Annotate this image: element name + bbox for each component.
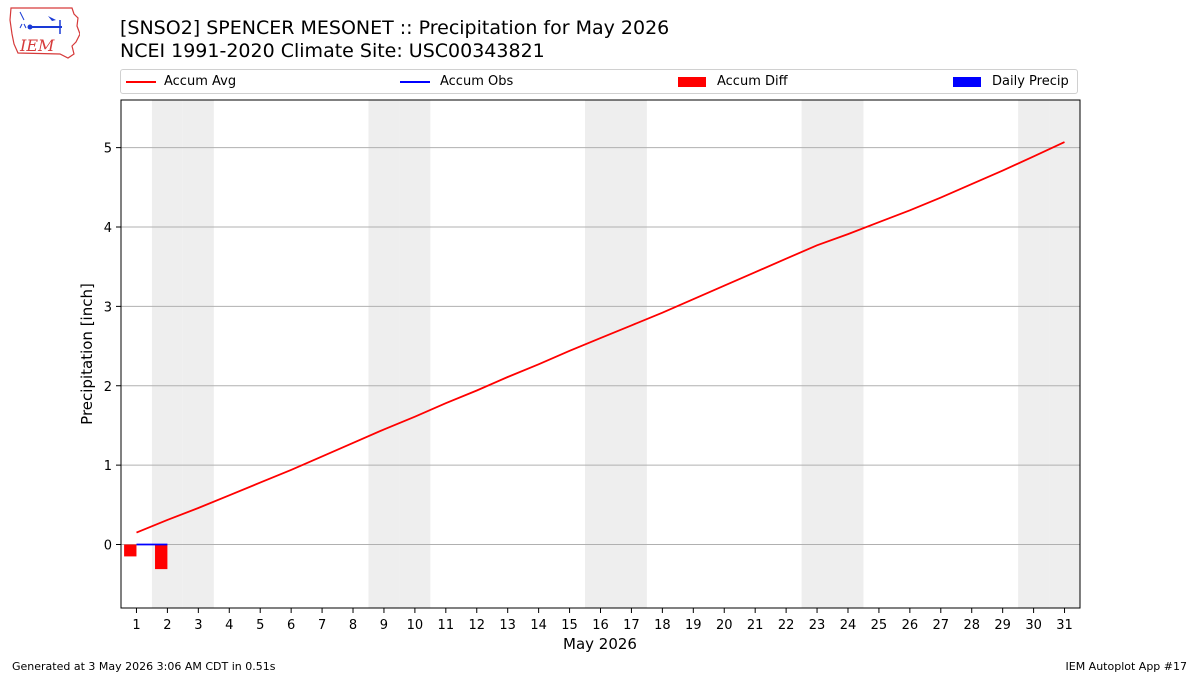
legend-label-daily-precip: Daily Precip [992,74,1069,89]
y-axis-label: Precipitation [inch] [78,283,96,425]
x-tick-label-30: 30 [1025,618,1042,633]
x-tick-label-31: 31 [1056,618,1073,633]
x-tick-label-5: 5 [256,618,264,633]
x-tick-label-10: 10 [407,618,424,633]
weekend-band-30 [1018,100,1050,608]
x-tick-label-1: 1 [132,618,140,633]
legend-label-accum-avg: Accum Avg [164,74,237,89]
legend-swatch-daily-precip [953,77,981,87]
y-tick-label-3: 3 [104,300,112,315]
x-axis-label: May 2026 [563,635,637,653]
x-tick-label-13: 13 [499,618,516,633]
x-tick-label-28: 28 [963,618,980,633]
accum-diff-bar-2 [155,544,168,570]
weekend-band-24 [832,100,864,608]
x-tick-label-15: 15 [561,618,578,633]
x-tick-label-16: 16 [592,618,609,633]
chart-subtitle: NCEI 1991-2020 Climate Site: USC00343821 [120,40,545,62]
weekend-band-3 [182,100,214,608]
x-tick-label-27: 27 [933,618,950,633]
y-tick-label-4: 4 [104,221,112,236]
footer-generated: Generated at 3 May 2026 3:06 AM CDT in 0… [12,660,276,673]
chart-legend: Accum Avg Accum Obs Accum Diff Daily Pre… [120,69,1078,94]
x-tick-label-25: 25 [871,618,888,633]
x-tick-label-4: 4 [225,618,233,633]
legend-swatch-accum-diff [678,77,706,87]
x-tick-label-26: 26 [902,618,919,633]
accum-avg-line [136,141,1065,534]
weekend-band-23 [801,100,833,608]
iem-logo: IEM [9,7,80,59]
weekend-band-2 [151,100,183,608]
x-tick-label-23: 23 [809,618,826,633]
logo-vane [48,16,56,21]
x-tick-label-3: 3 [194,618,202,633]
iowa-outline [9,7,80,59]
x-tick-label-24: 24 [840,618,857,633]
weekend-band-16 [585,100,616,608]
y-tick-label-2: 2 [104,380,112,395]
x-tick-label-12: 12 [468,618,485,633]
x-tick-label-14: 14 [530,618,547,633]
footer-app: IEM Autoplot App #17 [1065,660,1188,673]
x-axis: 1 2 3 4 5 6 7 8 9 10 11 12 13 14 15 16 17 18 19 20 21 22 23 24 2… [132,608,1073,633]
x-tick-label-20: 20 [716,618,733,633]
y-tick-label-0: 0 [104,539,112,554]
logo-arrows [19,11,27,29]
x-tick-label-11: 11 [438,618,455,633]
x-tick-label-6: 6 [287,618,295,633]
gridlines [121,147,1080,545]
chart-title: [SNSO2] SPENCER MESONET :: Precipitation… [120,17,670,39]
weekend-band-17 [615,100,647,608]
x-tick-label-22: 22 [778,618,795,633]
legend-swatch-accum-obs [400,81,430,83]
x-tick-label-7: 7 [318,618,326,633]
accum-diff-bar-1 [124,544,137,557]
x-tick-label-8: 8 [349,618,357,633]
x-tick-label-2: 2 [163,618,171,633]
y-axis: 0 1 2 3 4 5 [104,142,121,554]
series-lines [136,141,1065,546]
weekend-band-9 [368,100,400,608]
y-tick-label-5: 5 [104,142,112,157]
x-tick-label-19: 19 [685,618,702,633]
weekend-band-10 [399,100,431,608]
logo-text: IEM [19,36,55,55]
legend-label-accum-obs: Accum Obs [440,74,514,89]
y-tick-label-1: 1 [104,459,112,474]
logo-dot [27,24,33,30]
legend-label-accum-diff: Accum Diff [717,74,788,89]
bars [124,544,168,570]
weekend-band-31 [1049,100,1080,608]
weekend-shading [151,100,1080,608]
x-tick-label-18: 18 [654,618,671,633]
x-tick-label-9: 9 [380,618,388,633]
x-tick-label-29: 29 [994,618,1011,633]
x-tick-label-17: 17 [623,618,640,633]
x-tick-label-21: 21 [747,618,764,633]
legend-swatch-accum-avg [126,81,156,83]
